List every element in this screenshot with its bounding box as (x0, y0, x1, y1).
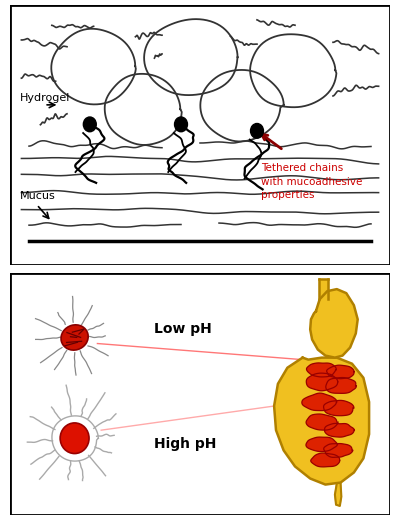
FancyBboxPatch shape (10, 5, 390, 265)
Circle shape (60, 423, 89, 453)
Polygon shape (318, 279, 328, 299)
Circle shape (174, 117, 188, 132)
Polygon shape (324, 423, 354, 437)
FancyBboxPatch shape (10, 273, 390, 515)
Polygon shape (324, 400, 354, 415)
Polygon shape (306, 363, 336, 377)
Polygon shape (306, 437, 338, 451)
Polygon shape (306, 373, 338, 391)
Polygon shape (324, 444, 353, 457)
Polygon shape (302, 393, 337, 411)
Polygon shape (310, 289, 358, 358)
Text: High pH: High pH (154, 437, 217, 451)
Ellipse shape (61, 325, 88, 350)
Polygon shape (311, 453, 340, 467)
Polygon shape (274, 358, 369, 485)
Polygon shape (327, 365, 354, 379)
Text: Low pH: Low pH (154, 322, 212, 336)
Text: Hydrogel: Hydrogel (20, 94, 70, 103)
Text: Mucus: Mucus (20, 191, 55, 201)
Polygon shape (335, 484, 341, 506)
Polygon shape (326, 378, 356, 393)
Polygon shape (306, 414, 338, 430)
Text: Tethered chains
with mucoadhesive
properties: Tethered chains with mucoadhesive proper… (261, 163, 362, 200)
Circle shape (250, 123, 264, 138)
Circle shape (83, 117, 96, 132)
